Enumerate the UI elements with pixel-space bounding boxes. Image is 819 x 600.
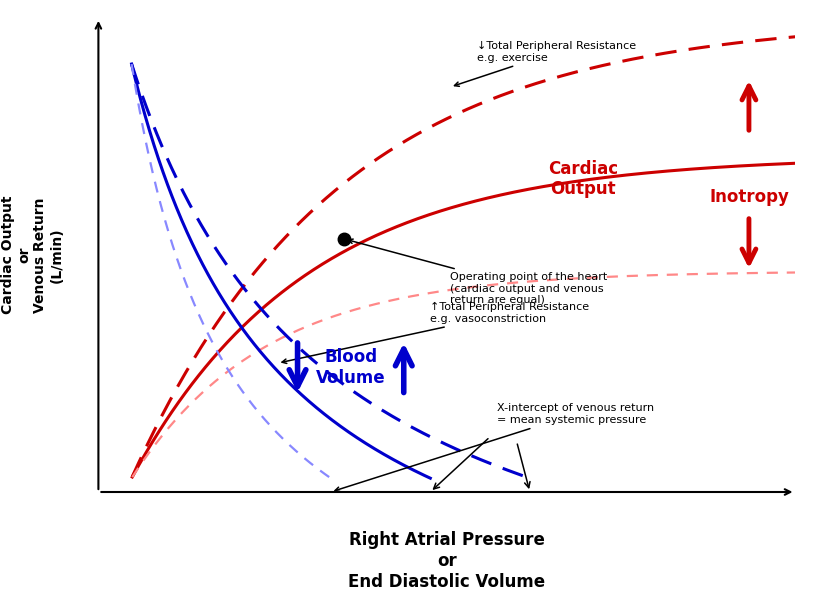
Text: X-intercept of venous return
= mean systemic pressure: X-intercept of venous return = mean syst… [335, 403, 653, 491]
Text: Operating point of the heart
(cardiac output and venous
return are equal): Operating point of the heart (cardiac ou… [348, 239, 607, 305]
Text: Cardiac Output
or
Venous Return
(L/min): Cardiac Output or Venous Return (L/min) [1, 196, 63, 314]
Text: Right Atrial Pressure
or
End Diastolic Volume: Right Atrial Pressure or End Diastolic V… [348, 531, 545, 591]
Text: Inotropy: Inotropy [708, 188, 788, 206]
Text: Blood
Volume: Blood Volume [315, 349, 385, 387]
Text: Cardiac
Output: Cardiac Output [547, 160, 618, 199]
Text: ↑Total Peripheral Resistance
e.g. vasoconstriction: ↑Total Peripheral Resistance e.g. vasoco… [282, 302, 589, 364]
Text: ↓Total Peripheral Resistance
e.g. exercise: ↓Total Peripheral Resistance e.g. exerci… [454, 41, 635, 86]
